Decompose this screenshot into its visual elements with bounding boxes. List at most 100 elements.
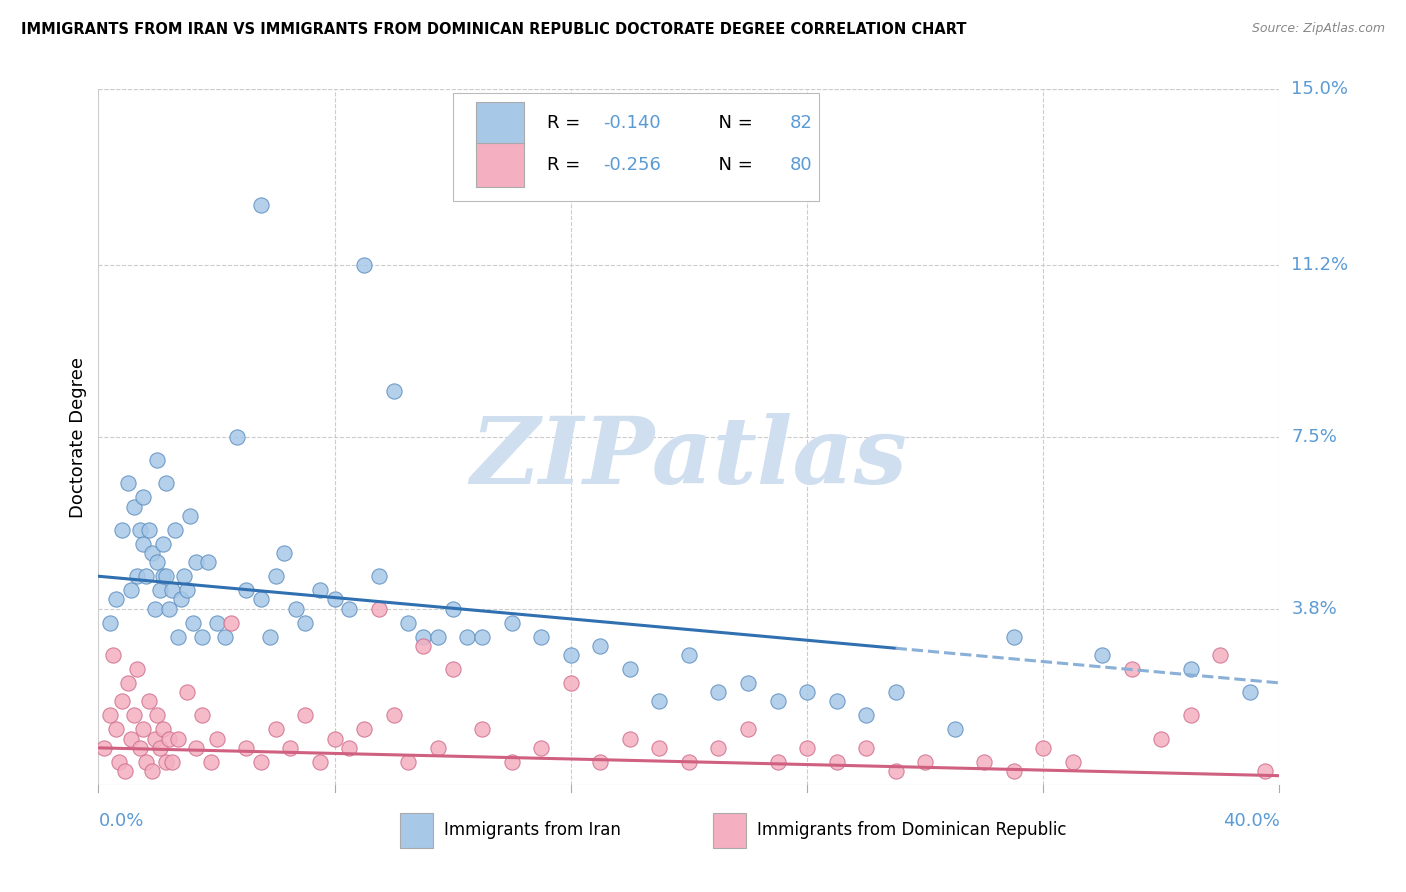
- Point: [103, 648, 125, 662]
- Point: [382, 384, 405, 398]
- Point: [471, 723, 494, 737]
- Point: [108, 755, 131, 769]
- Point: [235, 740, 257, 755]
- Point: [973, 755, 995, 769]
- Bar: [477, 102, 523, 145]
- Point: [294, 615, 316, 630]
- Point: [125, 662, 148, 676]
- Point: [141, 764, 163, 778]
- Point: [167, 731, 190, 746]
- Point: [309, 755, 332, 769]
- Point: [143, 731, 166, 746]
- Text: Source: ZipAtlas.com: Source: ZipAtlas.com: [1251, 22, 1385, 36]
- Point: [197, 555, 219, 569]
- Point: [264, 569, 287, 583]
- Point: [441, 662, 464, 676]
- Point: [1032, 740, 1054, 755]
- Point: [152, 537, 174, 551]
- Point: [128, 523, 150, 537]
- Point: [117, 676, 139, 690]
- Point: [205, 615, 228, 630]
- Point: [125, 569, 148, 583]
- Point: [1254, 764, 1277, 778]
- Point: [214, 630, 236, 644]
- Text: 11.2%: 11.2%: [1291, 257, 1348, 275]
- Point: [111, 523, 134, 537]
- Point: [501, 755, 523, 769]
- Text: 82: 82: [789, 114, 813, 132]
- Point: [855, 708, 877, 723]
- Point: [138, 694, 160, 708]
- Point: [796, 740, 818, 755]
- Point: [737, 723, 759, 737]
- Point: [825, 755, 848, 769]
- Point: [143, 601, 166, 615]
- Text: 7.5%: 7.5%: [1291, 428, 1337, 446]
- Point: [855, 740, 877, 755]
- Point: [396, 615, 419, 630]
- Point: [155, 476, 177, 491]
- Point: [560, 648, 582, 662]
- Point: [138, 523, 160, 537]
- Point: [219, 615, 243, 630]
- Point: [176, 685, 198, 699]
- Point: [1239, 685, 1261, 699]
- Point: [157, 731, 180, 746]
- Point: [707, 685, 730, 699]
- Point: [132, 491, 155, 505]
- Point: [323, 592, 346, 607]
- Point: [200, 755, 222, 769]
- Point: [619, 662, 641, 676]
- Point: [456, 630, 478, 644]
- Point: [146, 555, 169, 569]
- Point: [1121, 662, 1143, 676]
- Point: [589, 639, 612, 653]
- Point: [155, 755, 177, 769]
- Point: [294, 708, 316, 723]
- Point: [678, 755, 700, 769]
- Point: [98, 615, 121, 630]
- Point: [250, 198, 273, 212]
- Point: [132, 537, 155, 551]
- Point: [353, 259, 375, 273]
- Point: [105, 723, 128, 737]
- Point: [766, 694, 789, 708]
- Bar: [713, 813, 745, 847]
- Point: [471, 630, 494, 644]
- Point: [368, 601, 391, 615]
- Point: [111, 694, 134, 708]
- Point: [250, 755, 273, 769]
- Point: [157, 601, 180, 615]
- Point: [105, 592, 128, 607]
- Point: [737, 676, 759, 690]
- Point: [707, 740, 730, 755]
- Point: [1180, 708, 1202, 723]
- Text: 0.0%: 0.0%: [98, 812, 143, 830]
- Point: [98, 708, 121, 723]
- Text: 15.0%: 15.0%: [1291, 80, 1348, 98]
- Point: [120, 731, 142, 746]
- Point: [337, 601, 360, 615]
- Text: -0.256: -0.256: [603, 156, 661, 174]
- Point: [235, 583, 257, 598]
- Point: [167, 630, 190, 644]
- Point: [149, 583, 172, 598]
- Point: [132, 723, 155, 737]
- Point: [114, 764, 136, 778]
- Point: [648, 694, 671, 708]
- Point: [441, 601, 464, 615]
- Point: [884, 685, 907, 699]
- Text: -0.140: -0.140: [603, 114, 661, 132]
- Y-axis label: Doctorate Degree: Doctorate Degree: [69, 357, 87, 517]
- Point: [309, 583, 332, 598]
- Point: [825, 694, 848, 708]
- Text: R =: R =: [547, 114, 586, 132]
- Point: [412, 630, 434, 644]
- Point: [501, 615, 523, 630]
- Point: [796, 685, 818, 699]
- Point: [1180, 662, 1202, 676]
- Point: [678, 648, 700, 662]
- Point: [146, 708, 169, 723]
- Point: [170, 592, 193, 607]
- Point: [943, 723, 966, 737]
